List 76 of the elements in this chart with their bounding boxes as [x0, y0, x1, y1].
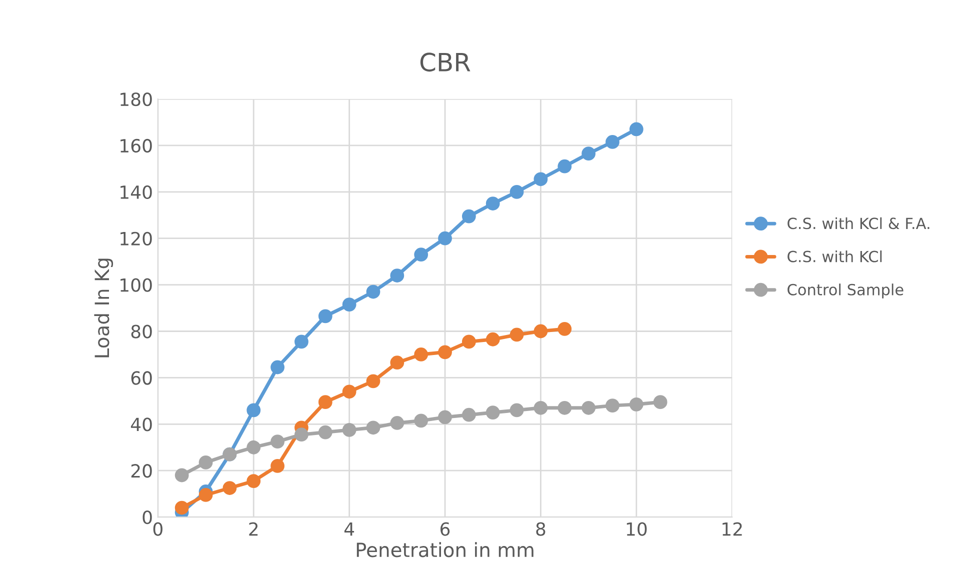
y-tick-label: 120	[120, 232, 152, 246]
point	[294, 334, 308, 349]
y-tick-label: 40	[130, 418, 152, 432]
point	[462, 408, 476, 422]
x-axis-title: Penetration in mm	[356, 542, 534, 558]
point	[318, 309, 332, 324]
point	[486, 406, 500, 420]
x-tick-label: 4	[344, 522, 354, 536]
y-tick-label: 100	[120, 278, 152, 292]
point	[582, 146, 596, 161]
point	[486, 196, 500, 210]
point	[414, 348, 428, 362]
point	[510, 184, 524, 199]
x-tick-label: 12	[722, 522, 742, 536]
point	[390, 356, 404, 370]
x-tick-label: 6	[440, 522, 450, 536]
point	[438, 231, 452, 246]
point	[318, 395, 332, 410]
y-tick-label: 180	[120, 92, 152, 106]
legend-label: C.S. with KCl	[788, 250, 882, 262]
point	[438, 410, 452, 424]
x-tick-label: 0	[153, 522, 162, 536]
x-tick-label: 8	[536, 522, 546, 536]
point	[198, 456, 213, 470]
point	[558, 159, 572, 174]
point	[390, 268, 404, 282]
point	[629, 122, 644, 136]
point	[174, 500, 189, 515]
point	[270, 434, 284, 449]
point	[246, 440, 261, 454]
point	[366, 420, 380, 435]
point	[246, 403, 261, 418]
point	[606, 135, 620, 149]
point	[342, 423, 356, 437]
chart-title: CBR	[420, 52, 470, 72]
point	[438, 345, 452, 360]
x-tick-label: 2	[249, 522, 258, 536]
y-tick-label: 140	[120, 185, 152, 200]
point	[486, 332, 500, 346]
point	[270, 459, 284, 473]
point	[414, 248, 428, 262]
y-tick-label: 160	[120, 138, 152, 153]
point	[342, 384, 356, 399]
point	[318, 425, 332, 440]
y-tick-label: 20	[131, 464, 152, 478]
point	[558, 400, 572, 415]
point	[534, 400, 548, 415]
point	[246, 474, 261, 488]
point	[582, 400, 596, 415]
point	[510, 403, 524, 418]
point	[414, 414, 428, 428]
y-tick-label: 80	[131, 324, 152, 338]
y-tick-label: 0	[142, 510, 152, 524]
point	[653, 395, 668, 410]
point	[558, 322, 572, 336]
point	[629, 397, 644, 412]
point	[366, 284, 380, 299]
legend-label: C.S. with KCl & F.A.	[788, 217, 930, 230]
legend-label: Control Sample	[788, 284, 904, 298]
point	[270, 360, 284, 374]
point	[534, 324, 548, 338]
point	[510, 328, 524, 342]
point	[390, 416, 404, 430]
y-tick-label: 60	[131, 371, 152, 385]
point	[366, 374, 380, 388]
point	[174, 468, 189, 482]
point	[198, 488, 213, 502]
point	[294, 428, 308, 442]
point	[462, 334, 476, 349]
point	[606, 398, 620, 413]
point	[534, 172, 548, 186]
y-axis-title: Load In Kg	[94, 258, 114, 358]
point	[342, 298, 356, 312]
point	[462, 209, 476, 224]
point	[222, 481, 237, 495]
x-tick-label: 10	[626, 522, 647, 536]
